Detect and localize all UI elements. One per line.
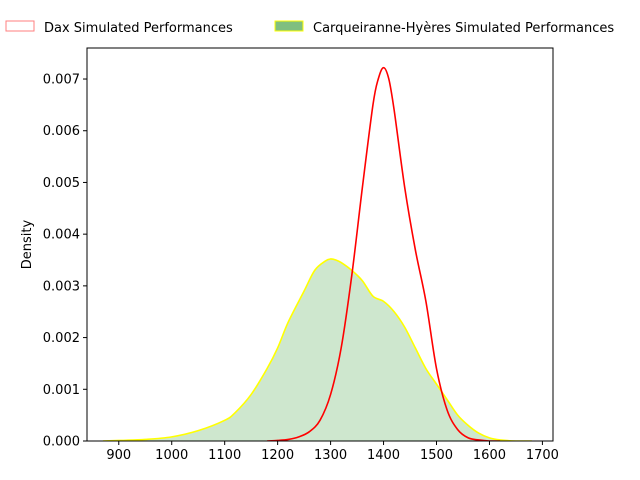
y-tick-label: 0.006 xyxy=(43,124,80,139)
legend-swatch xyxy=(274,20,304,32)
y-tick-label: 0.007 xyxy=(43,73,80,88)
y-tick-label: 0.005 xyxy=(43,176,80,191)
axes: 900 1000 1100 1200 1300 1400 1500 1600 1700 0.000… xyxy=(20,47,559,463)
series-dax-line xyxy=(267,66,501,441)
legend-label: Carqueiranne-Hyères Simulated Performanc… xyxy=(313,21,614,36)
x-tick-label: 1400 xyxy=(367,448,400,463)
series-carqueiranne-line xyxy=(102,258,532,441)
x-tick-label: 1300 xyxy=(314,448,347,463)
y-tick-label: 0.003 xyxy=(43,279,80,294)
y-axis-title: Density xyxy=(20,219,35,269)
x-tick-label: 1200 xyxy=(261,448,294,463)
x-tick-label: 1600 xyxy=(473,448,506,463)
y-tick-label: 0.004 xyxy=(43,228,80,243)
series-carqueiranne-fill xyxy=(102,258,532,441)
plot-area xyxy=(102,66,532,441)
legend-swatch xyxy=(5,20,35,32)
legend-label: Dax Simulated Performances xyxy=(44,21,233,36)
y-tick-label: 0.002 xyxy=(43,331,80,346)
x-tick-label: 1700 xyxy=(526,448,559,463)
x-tick-label: 1500 xyxy=(420,448,453,463)
y-tick-label: 0.000 xyxy=(43,435,80,450)
x-tick-label: 1100 xyxy=(208,448,241,463)
legend: Dax Simulated Performances Carqueiranne-H… xyxy=(5,20,614,36)
plot-clipped xyxy=(102,66,532,441)
y-tick-label: 0.001 xyxy=(43,383,80,398)
legend-item-carqueiranne: Carqueiranne-Hyères Simulated Performanc… xyxy=(274,20,614,36)
plot-frame xyxy=(86,47,554,442)
x-tick-label: 1000 xyxy=(155,448,188,463)
x-tick-label: 900 xyxy=(106,448,131,463)
legend-item-dax: Dax Simulated Performances xyxy=(5,20,233,36)
